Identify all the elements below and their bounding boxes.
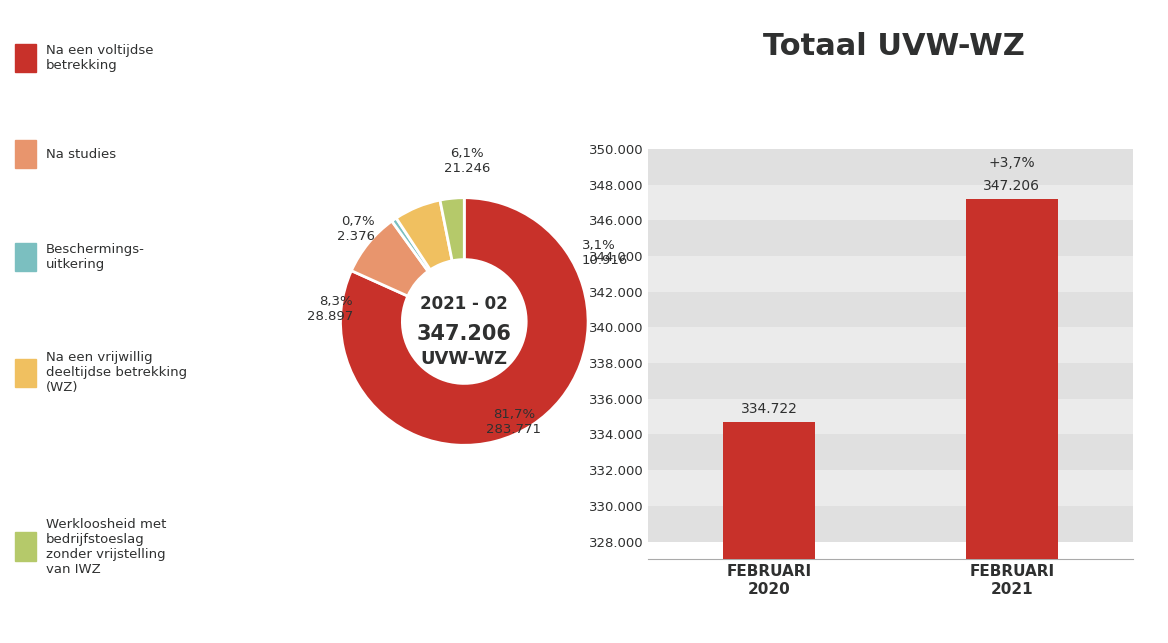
Text: Beschermings-
uitkering: Beschermings- uitkering [46, 243, 145, 271]
Bar [648, 292, 1133, 327]
Bar [966, 199, 1058, 643]
Bar [15, 359, 36, 387]
Text: 3,1%
10.916: 3,1% 10.916 [582, 239, 628, 267]
Bar [648, 256, 1133, 292]
Text: 347.206: 347.206 [983, 179, 1041, 194]
Bar [723, 422, 815, 643]
Wedge shape [440, 197, 465, 261]
Bar [15, 140, 36, 168]
Text: Na studies: Na studies [46, 148, 116, 161]
Bar [648, 435, 1133, 470]
Bar [648, 363, 1133, 399]
Text: Totaal UVW-WZ: Totaal UVW-WZ [763, 32, 1024, 61]
Text: Na een vrijwillig
deeltijdse betrekking
(WZ): Na een vrijwillig deeltijdse betrekking … [46, 352, 187, 394]
Bar [15, 532, 36, 561]
Text: 8,3%
28.897: 8,3% 28.897 [307, 295, 353, 323]
Bar [15, 243, 36, 271]
Text: 334.722: 334.722 [741, 403, 798, 416]
Text: 6,1%
21.246: 6,1% 21.246 [444, 147, 489, 176]
Bar [648, 149, 1133, 185]
Wedge shape [396, 200, 452, 270]
Bar [648, 327, 1133, 363]
Text: +3,7%: +3,7% [988, 156, 1035, 170]
Bar [648, 221, 1133, 256]
Bar [648, 185, 1133, 221]
Wedge shape [352, 221, 427, 296]
Wedge shape [391, 218, 430, 271]
Text: Werkloosheid met
bedrijfstoeslag
zonder vrijstelling
van IWZ: Werkloosheid met bedrijfstoeslag zonder … [46, 518, 166, 575]
Text: UVW-WZ: UVW-WZ [420, 350, 508, 368]
Bar [648, 399, 1133, 435]
Bar [723, 422, 815, 643]
Text: Na een voltijdse
betrekking: Na een voltijdse betrekking [46, 44, 153, 72]
Text: 2021 - 02: 2021 - 02 [420, 295, 508, 313]
Text: 81,7%
283.771: 81,7% 283.771 [486, 408, 541, 436]
Text: 0,7%
2.376: 0,7% 2.376 [338, 215, 375, 242]
Bar [648, 506, 1133, 541]
Bar [648, 470, 1133, 506]
Bar [15, 44, 36, 72]
Bar [966, 199, 1058, 643]
Wedge shape [341, 197, 588, 446]
Text: 347.206: 347.206 [417, 324, 512, 344]
